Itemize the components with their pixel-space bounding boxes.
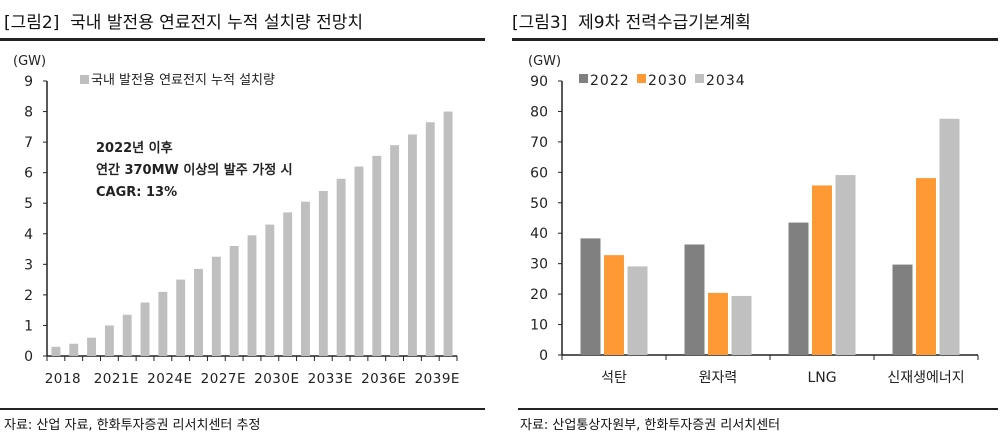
right-legend-swatch-2030 bbox=[637, 74, 646, 83]
left-bar-2020 bbox=[87, 337, 97, 356]
left-y-tick-label: 6 bbox=[24, 166, 33, 182]
right-bar-석탄-2030 bbox=[604, 255, 624, 355]
right-bar-원자력-2030 bbox=[708, 292, 728, 355]
right-y-tick-label: 70 bbox=[530, 135, 548, 151]
right-chart-title: [그림3] 제9차 전력수급기본계획 bbox=[512, 13, 751, 33]
right-y-tick-label: 30 bbox=[530, 257, 548, 273]
left-bar-2036E bbox=[372, 155, 382, 356]
left-bar-2027E bbox=[211, 256, 221, 356]
left-bar-2018 bbox=[51, 346, 61, 356]
left-bar-2031E bbox=[283, 212, 293, 356]
left-source-rule bbox=[0, 408, 485, 410]
left-x-tick-label: 2030E bbox=[254, 371, 299, 387]
left-bar-2032E bbox=[301, 201, 310, 356]
right-y-tick-label: 50 bbox=[530, 196, 548, 212]
right-title-rule bbox=[512, 38, 998, 41]
left-x-tick-label: 2033E bbox=[308, 371, 353, 387]
right-legend-swatch-2034 bbox=[695, 74, 704, 83]
left-y-tick-label: 8 bbox=[24, 105, 33, 121]
left-bar-2040E bbox=[443, 111, 453, 356]
left-bar-2038E bbox=[407, 134, 417, 356]
right-legend-swatch-2022 bbox=[579, 74, 588, 83]
right-y-tick-label: 20 bbox=[530, 287, 548, 303]
right-bar-석탄-2034 bbox=[627, 266, 648, 355]
right-y-tick-label: 80 bbox=[530, 104, 548, 120]
right-x-tick-label: 석탄 bbox=[601, 370, 627, 386]
left-bar-2024E bbox=[158, 291, 168, 356]
left-bar-2022E bbox=[122, 314, 132, 356]
left-annotation-line: CAGR: 13% bbox=[96, 185, 177, 200]
right-bar-LNG-2030 bbox=[812, 185, 832, 355]
right-y-tick-label: 40 bbox=[530, 226, 548, 242]
left-x-tick-label: 2036E bbox=[361, 371, 406, 387]
left-legend-label: 국내 발전용 연료전지 누적 설치량 bbox=[91, 73, 275, 88]
right-unit-label: (GW) bbox=[528, 54, 561, 69]
left-bar-2026E bbox=[194, 268, 203, 356]
left-y-tick-label: 9 bbox=[24, 74, 33, 90]
left-annotation-line: 2022년 이후 bbox=[96, 140, 173, 156]
left-source: 자료: 산업 자료, 한화투자증권 리서치센터 추정 bbox=[4, 418, 261, 433]
right-y-tick-label: 10 bbox=[530, 318, 548, 334]
left-annotation-line: 연간 370MW 이상의 발주 가정 시 bbox=[96, 162, 293, 178]
right-y-tick-label: 90 bbox=[530, 74, 548, 90]
left-y-tick-label: 0 bbox=[24, 349, 33, 365]
left-x-tick-label: 2024E bbox=[147, 371, 192, 387]
right-y-tick-label: 60 bbox=[530, 165, 548, 181]
left-bar-2034E bbox=[336, 178, 346, 356]
left-y-tick-label: 7 bbox=[24, 135, 33, 151]
left-bar-2039E bbox=[425, 122, 435, 356]
left-bar-2019 bbox=[69, 343, 79, 356]
left-bar-2021E bbox=[104, 325, 114, 356]
right-legend-label: 2034 bbox=[706, 73, 746, 89]
left-title-rule bbox=[0, 38, 485, 41]
left-bar-2030E bbox=[265, 224, 275, 356]
left-y-tick-label: 2 bbox=[24, 288, 33, 304]
right-legend-label: 2030 bbox=[648, 73, 688, 89]
left-x-tick-label: 2027E bbox=[201, 371, 246, 387]
right-bar-신재생에너지-2030 bbox=[916, 178, 936, 355]
right-source-rule bbox=[518, 408, 998, 410]
left-bar-2023E bbox=[140, 302, 150, 356]
right-legend-label: 2022 bbox=[590, 73, 630, 89]
left-bar-2025E bbox=[176, 279, 186, 356]
left-chart-title: [그림2] 국내 발전용 연료전지 누적 설치량 전망치 bbox=[4, 13, 364, 33]
right-bar-석탄-2022 bbox=[580, 238, 601, 355]
left-bar-2029E bbox=[247, 235, 257, 356]
left-y-tick-label: 3 bbox=[24, 257, 33, 273]
left-legend-swatch bbox=[80, 75, 89, 84]
left-x-tick-label: 2039E bbox=[415, 371, 460, 387]
left-y-tick-label: 1 bbox=[24, 318, 33, 334]
left-bar-2035E bbox=[354, 166, 364, 356]
right-y-tick-label: 0 bbox=[539, 348, 548, 364]
left-x-tick-label: 2021E bbox=[94, 371, 139, 387]
right-x-tick-label: LNG bbox=[807, 370, 836, 386]
right-x-tick-label: 신재생에너지 bbox=[887, 370, 964, 386]
right-bar-원자력-2022 bbox=[684, 244, 705, 355]
left-y-tick-label: 4 bbox=[24, 227, 33, 243]
left-bar-2037E bbox=[390, 145, 400, 356]
right-bar-원자력-2034 bbox=[731, 295, 752, 355]
left-x-tick-label: 2018 bbox=[45, 371, 81, 387]
right-x-tick-label: 원자력 bbox=[699, 370, 738, 386]
left-unit-label: (GW) bbox=[13, 54, 46, 69]
left-bar-2033E bbox=[318, 191, 328, 356]
left-y-tick-label: 5 bbox=[24, 196, 33, 212]
right-bar-LNG-2034 bbox=[835, 175, 856, 355]
right-source: 자료: 산업통상자원부, 한화투자증권 리서치센터 bbox=[520, 418, 781, 433]
right-bar-신재생에너지-2022 bbox=[892, 264, 913, 355]
left-bar-2028E bbox=[229, 246, 239, 356]
right-bar-LNG-2022 bbox=[788, 222, 809, 355]
right-bar-신재생에너지-2034 bbox=[939, 118, 960, 355]
